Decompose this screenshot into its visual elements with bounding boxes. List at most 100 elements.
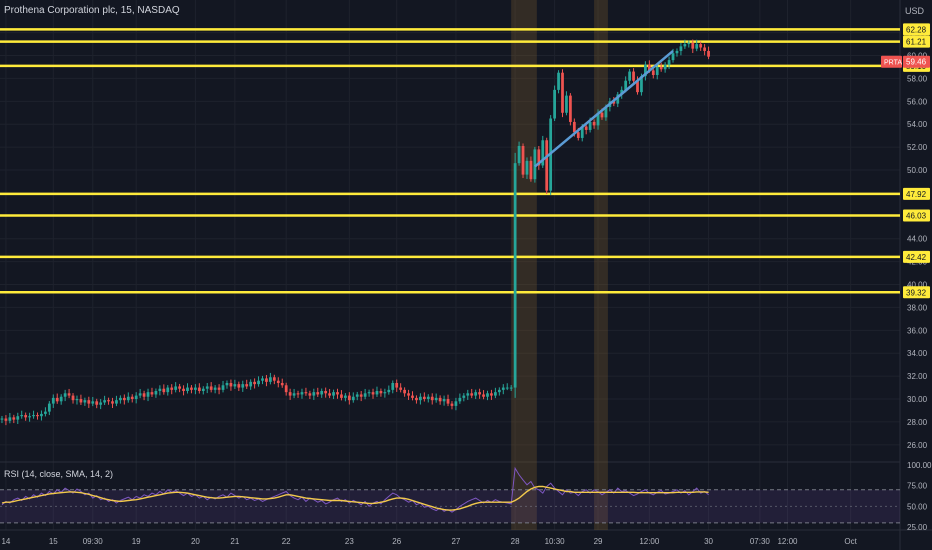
- candle-body: [497, 389, 501, 393]
- time-axis[interactable]: 14 15 09:30 19 20 21 22 23 26 27 28 10:30 29 12:00 30 0…: [1, 537, 857, 546]
- level-price-tag: [903, 187, 930, 200]
- y-tick-label: 26.00: [907, 441, 928, 450]
- candle-body: [91, 401, 95, 404]
- candle-body: [32, 415, 35, 417]
- candle-body: [636, 80, 639, 93]
- price-axis[interactable]: 62.0060.0058.0056.0054.0052.0050.0048.00…: [881, 23, 932, 532]
- symbol-label: PRTA: [884, 60, 902, 67]
- candle-body: [269, 377, 272, 382]
- candle-body: [150, 392, 154, 395]
- trendline[interactable]: [534, 49, 674, 168]
- candle-body: [647, 64, 651, 71]
- candle-body: [174, 386, 178, 390]
- candle-body: [142, 393, 146, 397]
- y-tick-label: 44.00: [907, 235, 928, 244]
- x-tick-label: 30: [704, 537, 713, 546]
- candle-body: [628, 71, 631, 81]
- candle-body: [284, 385, 288, 393]
- rsi-pane: [0, 466, 900, 524]
- candle-body: [209, 386, 213, 390]
- candle-body: [359, 394, 363, 397]
- level-price-tag: [903, 250, 930, 263]
- x-tick-label: 20: [191, 537, 200, 546]
- candle-body: [683, 44, 687, 47]
- candle-body: [490, 393, 493, 396]
- y-tick-label: 52.00: [907, 143, 928, 152]
- candle-body: [24, 415, 28, 418]
- candle-body: [525, 160, 529, 175]
- candle-body: [4, 418, 8, 421]
- candle-body: [328, 393, 331, 396]
- candle-body: [403, 389, 406, 394]
- candle-body: [407, 393, 410, 396]
- chart-title: Prothena Corporation plc, 15, NASDAQ: [4, 5, 180, 16]
- y-tick-label: 30.00: [907, 395, 928, 404]
- candle-body: [67, 393, 71, 396]
- x-tick-label: 12:00: [777, 537, 798, 546]
- candle-body: [442, 399, 446, 402]
- candle-body: [79, 399, 83, 403]
- candle-body: [166, 387, 170, 393]
- candle-body: [308, 393, 312, 396]
- candle-body: [178, 386, 181, 389]
- last-price-tag: [903, 55, 930, 68]
- candle-body: [434, 397, 438, 401]
- level-price-label: 46.03: [906, 211, 927, 220]
- x-tick-label: 09:30: [83, 537, 104, 546]
- candle-body: [190, 387, 193, 390]
- x-tick-label: 27: [451, 537, 460, 546]
- candle-body: [659, 66, 663, 70]
- candle-body: [600, 112, 604, 118]
- last-price-label: 59.46: [906, 58, 927, 67]
- symbol-tag: [881, 55, 902, 68]
- support-resistance-levels[interactable]: [0, 28, 900, 294]
- candle-body: [588, 121, 592, 130]
- candle-body: [280, 382, 284, 386]
- candle-body: [521, 145, 525, 175]
- candle-body: [237, 384, 241, 388]
- y-tick-label: 40.00: [907, 281, 928, 290]
- candle-body: [59, 396, 63, 402]
- candle-body: [517, 145, 521, 164]
- candle-body: [438, 397, 442, 402]
- candle-body: [537, 149, 541, 166]
- candle-body: [399, 387, 403, 390]
- level-price-label: 47.92: [906, 190, 927, 199]
- candle-body: [276, 380, 280, 383]
- y-tick-label: 28.00: [907, 418, 928, 427]
- candle-body: [324, 391, 328, 394]
- x-tick-label: 14: [1, 537, 10, 546]
- candle-body: [620, 89, 624, 95]
- y-tick-label: 58.00: [907, 74, 928, 83]
- candle-body: [557, 72, 560, 90]
- candle-body: [482, 394, 485, 397]
- candle-body: [687, 42, 691, 45]
- candle-body: [170, 387, 174, 390]
- candle-body: [130, 396, 134, 400]
- level-price-label: 61.21: [906, 38, 927, 47]
- candle-body: [83, 400, 87, 403]
- candle-body: [640, 76, 643, 93]
- candle-body: [221, 385, 225, 390]
- candle-body: [651, 70, 655, 75]
- candle-body: [28, 416, 31, 418]
- candle-body: [107, 400, 110, 402]
- candle-body: [75, 399, 79, 401]
- candle-body: [336, 392, 339, 395]
- level-price-label: 62.28: [906, 25, 927, 34]
- candle-body: [569, 95, 572, 122]
- candle-body: [99, 402, 103, 405]
- candle-body: [122, 397, 126, 401]
- y-tick-label: 54.00: [907, 120, 928, 129]
- rsi-tick-label: 25.00: [907, 523, 928, 532]
- candle-body: [261, 378, 264, 381]
- x-tick-label: 19: [132, 537, 141, 546]
- candle-body: [288, 392, 292, 396]
- candle-body: [347, 395, 351, 401]
- level-price-tag: [903, 23, 930, 36]
- candle-body: [20, 415, 24, 417]
- candle-body: [576, 132, 580, 138]
- candle-body: [466, 393, 470, 396]
